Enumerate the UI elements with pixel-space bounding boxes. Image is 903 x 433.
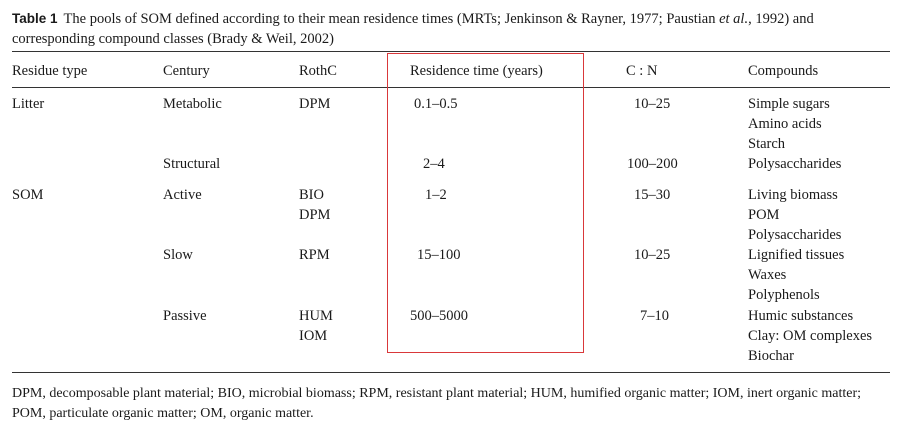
header-rothc: RothC bbox=[299, 63, 337, 79]
bottom-rule bbox=[12, 372, 890, 373]
caption-text-italic: et al. bbox=[719, 11, 749, 27]
top-rule bbox=[12, 51, 890, 52]
row-1-compound-0: Polysaccharides bbox=[748, 156, 842, 172]
row-4-rothc-0: HUM bbox=[299, 308, 333, 324]
row-2-compound-2: Polysaccharides bbox=[748, 227, 842, 243]
row-0-compound-0: Simple sugars bbox=[748, 96, 830, 112]
header-century: Century bbox=[163, 63, 210, 79]
row-0-compound-2: Starch bbox=[748, 136, 786, 152]
row-4-compound-0: Humic substances bbox=[748, 308, 854, 324]
row-3-compound-2: Polyphenols bbox=[748, 287, 820, 303]
table-label: Table 1 bbox=[12, 11, 58, 26]
row-2-compound-0: Living biomass bbox=[748, 187, 838, 203]
row-4-compound-1: Clay: OM complexes bbox=[748, 328, 873, 344]
caption-text-1: The pools of SOM defined according to th… bbox=[63, 11, 720, 27]
row-2-century: Active bbox=[163, 187, 202, 203]
row-1-century: Structural bbox=[163, 156, 221, 172]
row-3-century: Slow bbox=[163, 247, 193, 263]
header-cn: C : N bbox=[626, 63, 658, 79]
row-3-cn: 10–25 bbox=[634, 247, 671, 263]
row-4-cn: 7–10 bbox=[640, 308, 669, 324]
header-residue-type: Residue type bbox=[12, 63, 88, 79]
residence-time-highlight-box bbox=[387, 53, 584, 353]
row-2-cn: 15–30 bbox=[634, 187, 671, 203]
row-3-residence: 15–100 bbox=[417, 247, 461, 263]
table-footnote: DPM, decomposable plant material; BIO, m… bbox=[12, 386, 862, 421]
row-4-rothc-1: IOM bbox=[299, 328, 328, 344]
header-compounds: Compounds bbox=[748, 63, 819, 79]
header-residence-time: Residence time (years) bbox=[410, 63, 543, 79]
row-4-century: Passive bbox=[163, 308, 207, 324]
row-2-compound-1: POM bbox=[748, 207, 780, 223]
row-4-compound-2: Biochar bbox=[748, 348, 794, 364]
row-2-residence: 1–2 bbox=[425, 187, 447, 203]
row-0-residence: 0.1–0.5 bbox=[414, 96, 458, 112]
row-2-rothc-1: DPM bbox=[299, 207, 331, 223]
caption-text-2: , 1992) and corresponding compound class… bbox=[12, 11, 814, 47]
row-1-residence: 2–4 bbox=[423, 156, 445, 172]
row-2-rothc-0: BIO bbox=[299, 187, 324, 203]
row-0-residue: Litter bbox=[12, 96, 45, 112]
row-3-rothc-0: RPM bbox=[299, 247, 330, 263]
row-2-residue: SOM bbox=[12, 187, 44, 203]
row-3-compound-1: Waxes bbox=[748, 267, 787, 283]
row-3-compound-0: Lignified tissues bbox=[748, 247, 845, 263]
row-0-century: Metabolic bbox=[163, 96, 222, 112]
row-4-residence: 500–5000 bbox=[410, 308, 468, 324]
header-rule bbox=[12, 87, 890, 88]
row-0-compound-1: Amino acids bbox=[748, 116, 822, 132]
row-0-cn: 10–25 bbox=[634, 96, 671, 112]
table-caption: Table 1 The pools of SOM defined accordin… bbox=[12, 9, 892, 49]
row-0-rothc-0: DPM bbox=[299, 96, 331, 112]
row-1-cn: 100–200 bbox=[627, 156, 678, 172]
